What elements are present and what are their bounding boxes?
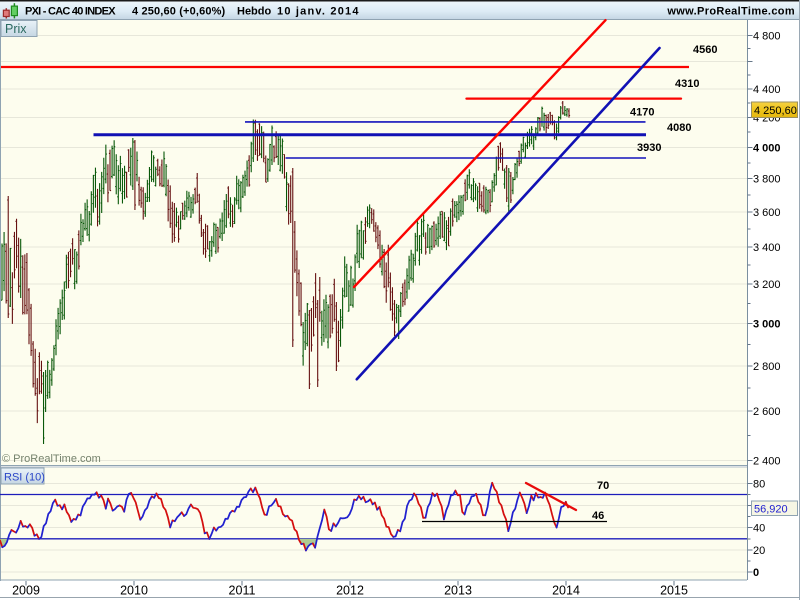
svg-text:3 400: 3 400 [753, 242, 781, 254]
svg-text:2011: 2011 [229, 584, 256, 598]
svg-text:www.ProRealTime.com: www.ProRealTime.com [666, 6, 795, 18]
svg-text:80: 80 [753, 478, 765, 490]
svg-text:3930: 3930 [637, 142, 661, 154]
svg-text:46: 46 [592, 510, 604, 522]
svg-text:4170: 4170 [630, 107, 654, 119]
svg-text:56,920: 56,920 [754, 503, 788, 515]
svg-text:70: 70 [597, 480, 609, 492]
svg-text:2013: 2013 [444, 584, 472, 598]
svg-text:3 800: 3 800 [753, 174, 781, 186]
svg-text:Hebdo: Hebdo [237, 6, 272, 18]
svg-text:2015: 2015 [660, 584, 688, 598]
svg-text:3 200: 3 200 [753, 279, 781, 291]
svg-text:3 600: 3 600 [753, 207, 781, 219]
svg-text:4 400: 4 400 [753, 84, 781, 96]
svg-text:4 250,60 (+0,60%): 4 250,60 (+0,60%) [132, 6, 226, 18]
svg-text:2009: 2009 [12, 584, 40, 598]
svg-text:10 janv. 2014: 10 janv. 2014 [277, 6, 360, 18]
svg-text:4 250,60: 4 250,60 [754, 105, 797, 117]
svg-text:2014: 2014 [552, 584, 580, 598]
svg-text:PXI - CAC 40 INDEX: PXI - CAC 40 INDEX [25, 6, 116, 18]
svg-text:4 000: 4 000 [753, 142, 781, 154]
svg-text:4 800: 4 800 [753, 31, 781, 43]
svg-text:© ProRealTime.com: © ProRealTime.com [2, 453, 101, 465]
svg-text:0: 0 [753, 567, 759, 579]
svg-text:2 400: 2 400 [753, 455, 781, 467]
svg-text:4560: 4560 [693, 44, 717, 56]
svg-text:20: 20 [753, 545, 765, 557]
svg-text:2010: 2010 [120, 584, 148, 598]
svg-text:40: 40 [753, 523, 765, 535]
svg-text:Prix: Prix [5, 22, 27, 36]
svg-text:2012: 2012 [336, 584, 364, 598]
svg-text:4310: 4310 [675, 78, 699, 90]
svg-text:RSI (10): RSI (10) [4, 472, 45, 484]
svg-text:4080: 4080 [667, 122, 691, 134]
svg-text:2 600: 2 600 [753, 406, 781, 418]
svg-text:2 800: 2 800 [753, 361, 781, 373]
svg-text:3 000: 3 000 [753, 319, 781, 331]
